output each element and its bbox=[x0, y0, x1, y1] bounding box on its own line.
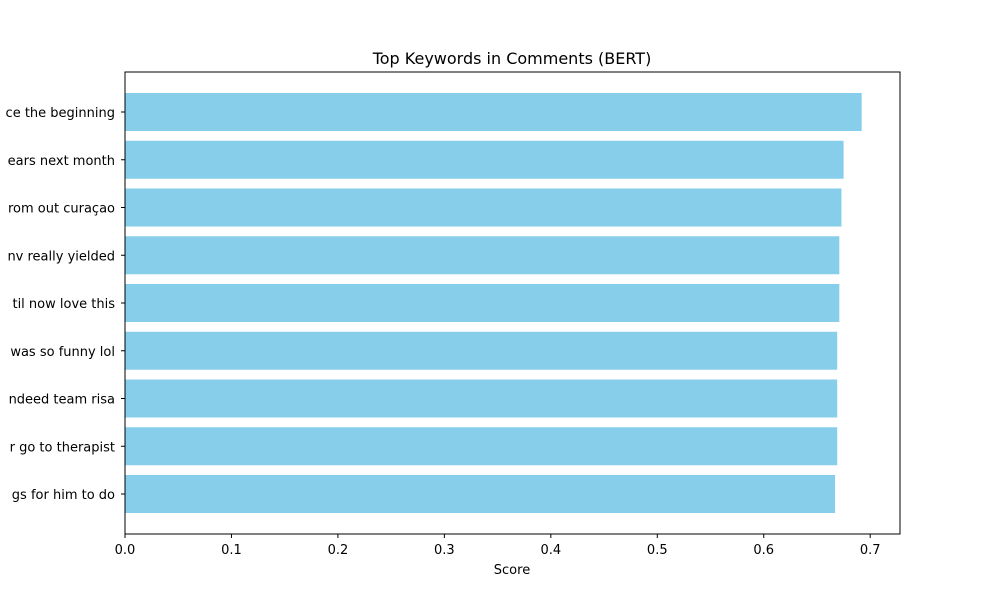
x-tick-label: 0.1 bbox=[221, 543, 242, 558]
x-tick-label: 0.4 bbox=[540, 543, 561, 558]
y-tick-label: gs for him to do bbox=[12, 488, 115, 503]
y-tick-label: til now love this bbox=[12, 297, 115, 312]
bar bbox=[125, 188, 842, 227]
bar bbox=[125, 236, 840, 275]
x-axis: 0.0 0.1 0.2 0.3 0.4 0.5 0.6 0.7 bbox=[115, 534, 881, 558]
bars-group bbox=[125, 93, 862, 513]
y-tick-label: nv really yielded bbox=[7, 249, 115, 264]
x-tick-label: 0.5 bbox=[647, 543, 668, 558]
y-tick-label: was so funny lol bbox=[10, 345, 115, 360]
plot-frame bbox=[124, 71, 901, 535]
bar bbox=[125, 93, 862, 131]
y-tick-label: ndeed team risa bbox=[9, 393, 115, 408]
y-tick-label: r go to therapist bbox=[10, 440, 115, 455]
x-tick-label: 0.7 bbox=[860, 543, 881, 558]
y-tick-label: rom out curaçao bbox=[8, 202, 115, 217]
bar bbox=[125, 475, 836, 513]
bar bbox=[125, 284, 840, 322]
x-tick-label: 0.3 bbox=[434, 543, 455, 558]
bar bbox=[125, 140, 844, 179]
x-axis-label: Score bbox=[494, 563, 530, 578]
y-axis: ce the beginning ears next month rom out c… bbox=[6, 106, 125, 503]
bar bbox=[125, 379, 838, 418]
x-tick-label: 0.6 bbox=[753, 543, 774, 558]
chart-title: Top Keywords in Comments (BERT) bbox=[372, 49, 652, 68]
y-tick-label: ears next month bbox=[8, 154, 115, 169]
bar bbox=[125, 427, 838, 466]
y-tick-label: ce the beginning bbox=[6, 106, 115, 121]
x-tick-label: 0.2 bbox=[328, 543, 349, 558]
bar bbox=[125, 331, 838, 370]
x-tick-label: 0.0 bbox=[115, 543, 136, 558]
